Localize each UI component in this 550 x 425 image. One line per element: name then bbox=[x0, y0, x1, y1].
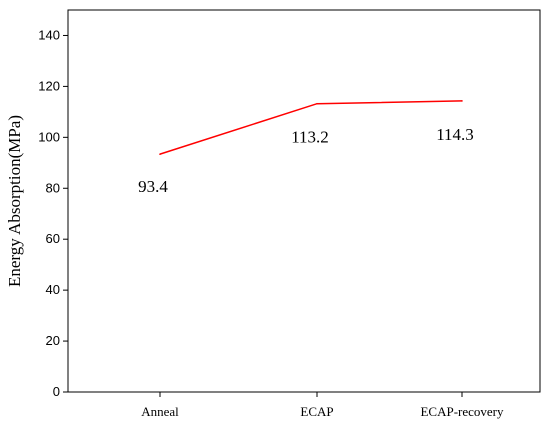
y-axis-title: Energy Absorption(MPa) bbox=[5, 115, 24, 287]
y-tick-label: 40 bbox=[46, 282, 60, 297]
y-tick-label: 140 bbox=[38, 27, 60, 42]
series-layer bbox=[159, 100, 463, 155]
data-label: 93.4 bbox=[138, 177, 168, 196]
y-tick-label: 20 bbox=[46, 333, 60, 348]
y-tick-label: 120 bbox=[38, 78, 60, 93]
data-point bbox=[316, 102, 318, 105]
y-tick-label: 80 bbox=[46, 180, 60, 195]
data-label: 113.2 bbox=[291, 128, 329, 147]
data-point bbox=[159, 153, 161, 155]
y-tick-label: 60 bbox=[46, 231, 60, 246]
y-tick-label: 0 bbox=[53, 384, 60, 399]
data-label: 114.3 bbox=[436, 125, 474, 144]
x-tick-label: ECAP-recovery bbox=[420, 404, 504, 419]
data-labels: 93.4 113.2 114.3 bbox=[138, 125, 474, 196]
plot-frame bbox=[67, 9, 541, 393]
x-tick-label: Anneal bbox=[141, 404, 179, 419]
y-tick-label: 100 bbox=[38, 129, 60, 144]
x-axis: Anneal ECAP ECAP-recovery bbox=[141, 392, 504, 419]
y-axis: 0 20 40 60 80 100 120 140 bbox=[38, 27, 68, 399]
x-tick-label: ECAP bbox=[300, 404, 333, 419]
data-point bbox=[461, 100, 463, 102]
